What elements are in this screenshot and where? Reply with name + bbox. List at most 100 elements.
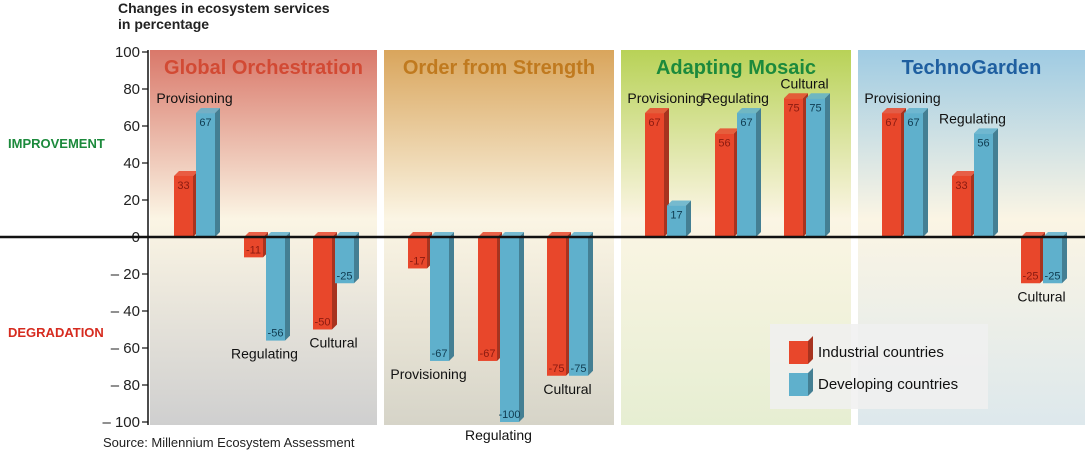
bar-order-from-strength-regulating-developing-countries — [500, 232, 524, 422]
bar-order-from-strength-regulating-developing-countries-front — [500, 237, 519, 422]
bar-adapting-mosaic-provisioning-industrial-countries-value: 67 — [648, 117, 660, 129]
bar-technogarden-regulating-developing-countries-top — [974, 128, 998, 134]
bar-technogarden-provisioning-developing-countries-top — [904, 108, 928, 114]
bar-adapting-mosaic-cultural-developing-countries — [806, 93, 830, 237]
bar-technogarden-provisioning-industrial-countries-value: 67 — [885, 117, 897, 129]
bar-adapting-mosaic-regulating-developing-countries-value: 67 — [740, 117, 752, 129]
bar-global-orchestration-cultural-industrial-countries-front — [313, 237, 332, 330]
bar-order-from-strength-provisioning-developing-countries-value: -67 — [432, 348, 448, 360]
bar-adapting-mosaic-provisioning-developing-countries — [667, 200, 691, 237]
bar-global-orchestration-cultural-industrial-countries-value: -50 — [315, 317, 331, 329]
group-label-global-orchestration-provisioning: Provisioning — [156, 90, 232, 106]
panel-title-adapting-mosaic: Adapting Mosaic — [656, 57, 816, 79]
legend-swatch-side-industrial-countries — [808, 336, 813, 364]
legend: Industrial countries Developing countries — [770, 324, 988, 409]
bar-adapting-mosaic-regulating-developing-countries-side — [756, 108, 761, 237]
bar-adapting-mosaic-provisioning-developing-countries-front — [667, 205, 686, 237]
bar-adapting-mosaic-cultural-industrial-countries — [784, 93, 808, 237]
bar-order-from-strength-cultural-developing-countries-value: -75 — [571, 363, 587, 375]
bar-technogarden-regulating-developing-countries-value: 56 — [977, 137, 989, 149]
bar-global-orchestration-regulating-developing-countries — [266, 232, 290, 341]
bar-order-from-strength-cultural-industrial-countries — [547, 232, 571, 376]
group-label-order-from-strength-cultural: Cultural — [543, 381, 591, 397]
panel-title-technogarden: TechnoGarden — [902, 57, 1042, 79]
legend-swatch-side-developing-countries — [808, 368, 813, 396]
bar-global-orchestration-provisioning-developing-countries-side — [215, 108, 220, 237]
bar-technogarden-provisioning-industrial-countries-top — [882, 108, 906, 114]
bar-adapting-mosaic-cultural-industrial-countries-value: 75 — [787, 102, 799, 114]
group-label-global-orchestration-regulating: Regulating — [231, 346, 298, 362]
bar-technogarden-regulating-industrial-countries-front — [952, 175, 971, 237]
bar-adapting-mosaic-cultural-industrial-countries-front — [784, 98, 803, 237]
bar-global-orchestration-regulating-developing-countries-value: -56 — [268, 328, 284, 340]
bar-global-orchestration-regulating-industrial-countries-value: -11 — [246, 244, 261, 256]
bar-adapting-mosaic-regulating-industrial-countries-top — [715, 128, 739, 134]
bar-technogarden-cultural-developing-countries-value: -25 — [1045, 270, 1061, 282]
source-note: Source: Millennium Ecosystem Assessment — [103, 435, 355, 450]
legend-swatch-industrial-countries — [789, 341, 808, 364]
bar-order-from-strength-provisioning-developing-countries-front — [430, 237, 449, 361]
bar-technogarden-regulating-industrial-countries-value: 33 — [955, 180, 967, 192]
bar-adapting-mosaic-provisioning-developing-countries-side — [686, 200, 691, 237]
group-label-order-from-strength-provisioning: Provisioning — [390, 366, 466, 382]
bar-order-from-strength-cultural-industrial-countries-value: -75 — [549, 363, 565, 375]
bar-global-orchestration-regulating-developing-countries-front — [266, 237, 285, 341]
bar-adapting-mosaic-regulating-developing-countries-front — [737, 113, 756, 237]
y-tick-label-100: 100 — [115, 44, 140, 61]
bar-global-orchestration-cultural-industrial-countries — [313, 232, 337, 330]
group-label-adapting-mosaic-provisioning: Provisioning — [627, 90, 703, 106]
bar-adapting-mosaic-cultural-developing-countries-value: 75 — [809, 102, 821, 114]
bar-global-orchestration-provisioning-industrial-countries-front — [174, 175, 193, 237]
bar-order-from-strength-regulating-industrial-countries — [478, 232, 502, 361]
y-axis-title-line-2: in percentage — [118, 16, 209, 32]
bar-global-orchestration-cultural-developing-countries-front — [335, 237, 354, 284]
bar-adapting-mosaic-regulating-industrial-countries-front — [715, 133, 734, 237]
bar-global-orchestration-provisioning-industrial-countries-value: 33 — [177, 180, 189, 192]
bar-global-orchestration-cultural-developing-countries-side — [354, 232, 359, 284]
y-tick-label-20: 20 — [123, 192, 140, 209]
y-tick-label-100: – 100 — [102, 414, 140, 431]
legend-box — [770, 324, 988, 409]
bar-global-orchestration-provisioning-developing-countries — [196, 108, 220, 237]
group-label-adapting-mosaic-cultural: Cultural — [780, 75, 828, 91]
bar-technogarden-regulating-developing-countries-front — [974, 133, 993, 237]
improvement-label: IMPROVEMENT — [8, 136, 105, 151]
bar-technogarden-regulating-developing-countries — [974, 128, 998, 237]
bar-global-orchestration-provisioning-developing-countries-value: 67 — [199, 117, 211, 129]
bar-technogarden-provisioning-developing-countries — [904, 108, 928, 237]
bar-technogarden-provisioning-industrial-countries-front — [882, 113, 901, 237]
bar-technogarden-regulating-developing-countries-side — [993, 128, 998, 237]
bar-adapting-mosaic-regulating-developing-countries — [737, 108, 761, 237]
bar-global-orchestration-provisioning-developing-countries-top — [196, 108, 220, 114]
bar-technogarden-regulating-industrial-countries-top — [952, 170, 976, 176]
panel-title-global-orchestration: Global Orchestration — [164, 57, 363, 79]
bar-global-orchestration-provisioning-industrial-countries-top — [174, 170, 198, 176]
bar-adapting-mosaic-provisioning-developing-countries-top — [667, 200, 691, 206]
bar-order-from-strength-regulating-industrial-countries-front — [478, 237, 497, 361]
y-axis-title-line-1: Changes in ecosystem services — [118, 0, 330, 16]
bar-technogarden-cultural-industrial-countries — [1021, 232, 1045, 284]
bar-technogarden-provisioning-developing-countries-value: 67 — [907, 117, 919, 129]
bar-global-orchestration-regulating-developing-countries-side — [285, 232, 290, 341]
group-label-order-from-strength-regulating: Regulating — [465, 427, 532, 443]
bar-technogarden-cultural-industrial-countries-front — [1021, 237, 1040, 284]
legend-label-industrial-countries: Industrial countries — [818, 344, 944, 361]
bar-order-from-strength-provisioning-developing-countries — [430, 232, 454, 361]
bar-order-from-strength-provisioning-industrial-countries-value: -17 — [410, 255, 426, 267]
bar-technogarden-cultural-industrial-countries-value: -25 — [1023, 270, 1039, 282]
group-label-technogarden-cultural: Cultural — [1017, 288, 1065, 304]
bar-order-from-strength-provisioning-developing-countries-side — [449, 232, 454, 361]
group-label-adapting-mosaic-regulating: Regulating — [702, 90, 769, 106]
group-label-global-orchestration-cultural: Cultural — [309, 335, 357, 351]
bar-technogarden-provisioning-developing-countries-front — [904, 113, 923, 237]
y-tick-label-80: – 80 — [111, 377, 140, 394]
bar-adapting-mosaic-provisioning-industrial-countries-front — [645, 113, 664, 237]
panel-title-order-from-strength: Order from Strength — [403, 57, 595, 79]
bar-order-from-strength-regulating-developing-countries-value: -100 — [498, 409, 520, 421]
bar-adapting-mosaic-cultural-developing-countries-side — [825, 93, 830, 237]
bar-order-from-strength-cultural-developing-countries-side — [588, 232, 593, 376]
bar-adapting-mosaic-provisioning-developing-countries-value: 17 — [670, 210, 682, 222]
bar-order-from-strength-cultural-developing-countries — [569, 232, 593, 376]
bar-technogarden-provisioning-developing-countries-side — [923, 108, 928, 237]
